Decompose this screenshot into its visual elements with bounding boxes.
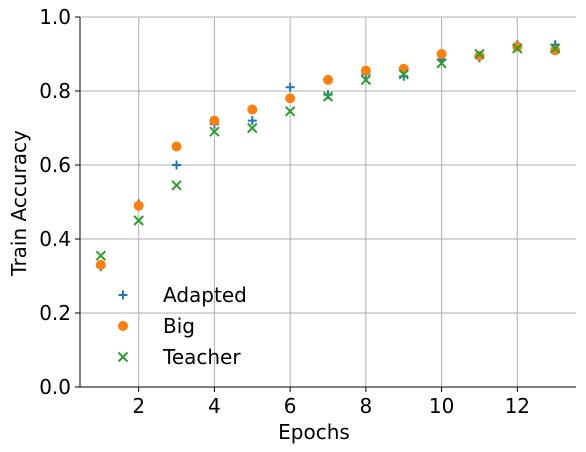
x-tick-label: 4 [208, 394, 221, 418]
data-point-teacher [133, 215, 144, 226]
grid [80, 16, 576, 388]
data-point-teacher [171, 180, 182, 191]
data-point-teacher [322, 91, 334, 102]
series-teacher [95, 43, 561, 261]
data-points [95, 40, 561, 272]
data-point-big [133, 200, 144, 211]
tick-labels: 2 4 6 8 10 12 0.0 0.2 0.4 0.6 0.8 1.0 [39, 5, 530, 418]
data-point-teacher [247, 122, 258, 134]
data-point-teacher [474, 48, 485, 60]
data-point-teacher [549, 43, 561, 54]
legend: Adapted Big Teacher [117, 283, 247, 369]
x-tick-label: 10 [429, 394, 454, 418]
data-point-adapted [247, 116, 257, 126]
legend-label-teacher: Teacher [162, 345, 241, 369]
x-axis-title: Epochs [278, 420, 350, 444]
data-point-big [436, 49, 447, 59]
data-point-adapted [172, 160, 182, 170]
y-tick-label: 0.4 [39, 227, 71, 251]
legend-marker-teacher [117, 351, 129, 363]
data-point-teacher [512, 43, 523, 54]
data-point-teacher [398, 69, 409, 80]
legend-marker-adapted [118, 290, 128, 300]
x-tick-label: 12 [505, 394, 530, 418]
data-point-teacher [360, 74, 372, 86]
data-point-big [171, 141, 182, 152]
data-point-big [512, 41, 523, 52]
legend-marker-big [118, 321, 128, 331]
legend-label-big: Big [163, 314, 195, 338]
x-tick-label: 2 [132, 394, 145, 418]
legend-label-adapted: Adapted [163, 283, 247, 307]
data-point-big [285, 93, 296, 104]
series-big [95, 41, 561, 270]
data-point-teacher [95, 250, 107, 261]
data-point-big [398, 63, 409, 74]
x-tick-label: 6 [284, 394, 297, 418]
data-point-big [209, 115, 220, 126]
data-point-adapted [285, 82, 295, 92]
data-point-big [474, 50, 485, 61]
y-tick-label: 0.2 [39, 301, 71, 325]
y-tick-label: 0.6 [39, 153, 71, 177]
axes [75, 16, 576, 392]
data-point-big [247, 104, 258, 115]
x-tick-label: 8 [359, 394, 372, 418]
data-point-teacher [284, 106, 296, 117]
data-point-big [323, 74, 333, 85]
legend-item-adapted: Adapted [118, 283, 247, 307]
data-point-big [360, 65, 371, 76]
data-point-big [550, 45, 561, 56]
data-point-teacher [209, 126, 220, 137]
y-tick-label: 1.0 [39, 5, 71, 29]
legend-item-big: Big [118, 314, 195, 338]
y-tick-label: 0.8 [39, 79, 71, 103]
legend-item-teacher: Teacher [117, 345, 241, 369]
y-tick-label: 0.0 [39, 375, 71, 399]
y-axis-title: Train Accuracy [7, 130, 31, 277]
data-point-teacher [436, 58, 447, 69]
data-point-big [95, 259, 106, 270]
